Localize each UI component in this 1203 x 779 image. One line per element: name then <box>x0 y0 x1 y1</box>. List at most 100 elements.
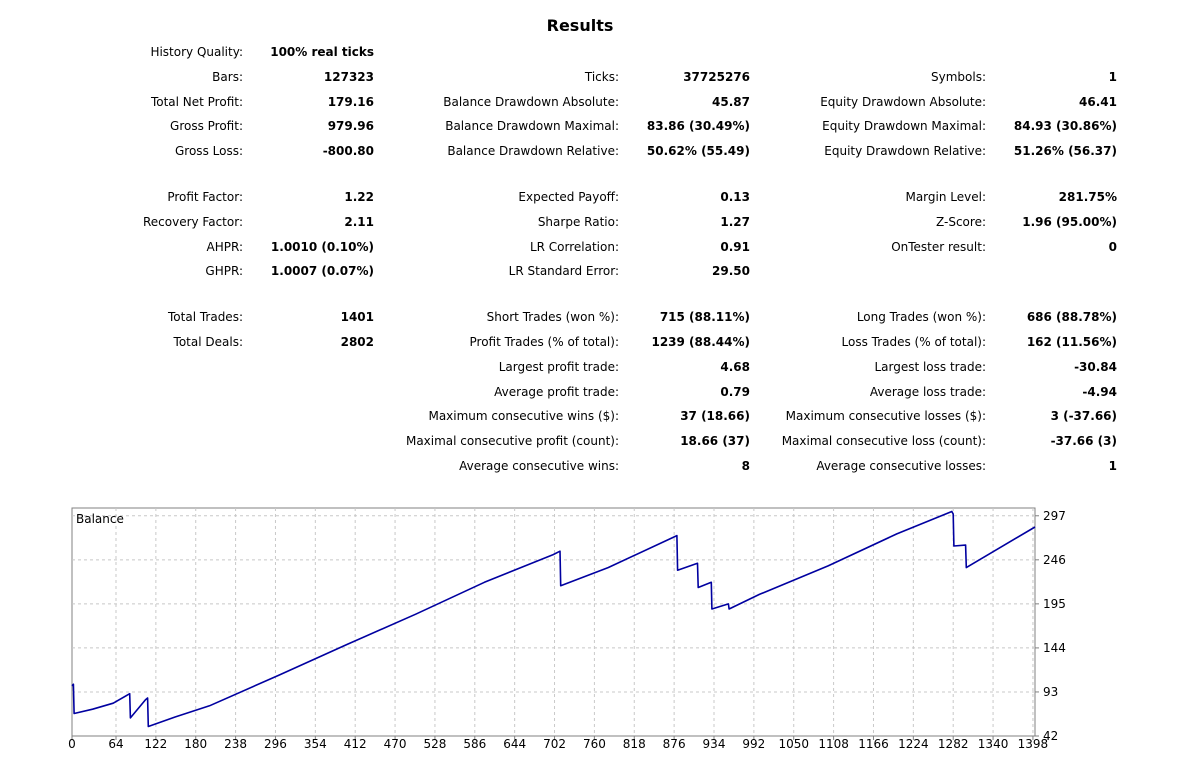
ghpr-label: GHPR: <box>205 264 243 278</box>
total-trades-value: 1401 <box>340 310 374 324</box>
long-trades-label: Long Trades (won %): <box>856 310 986 324</box>
gross-profit-value: 979.96 <box>327 119 374 133</box>
gross-profit-label: Gross Profit: <box>170 119 243 133</box>
total-net-profit-label: Total Net Profit: <box>150 95 243 109</box>
bars-value: 127323 <box>323 70 374 84</box>
x-tick-label: 934 <box>703 737 726 751</box>
y-tick-label: 297 <box>1043 509 1066 523</box>
ontester-result-label: OnTester result: <box>891 240 986 254</box>
z-score-value: 1.96 (95.00%) <box>1022 215 1117 229</box>
max-consecutive-wins-value: 37 (18.66) <box>680 409 750 423</box>
gross-loss-label: Gross Loss: <box>175 144 243 158</box>
balance-series-line <box>71 510 1036 728</box>
long-trades-value: 686 (88.78%) <box>1026 310 1117 324</box>
total-trades-label: Total Trades: <box>168 310 243 324</box>
average-consecutive-losses-value: 1 <box>1108 459 1117 473</box>
x-tick-label: 992 <box>742 737 765 751</box>
x-tick-label: 180 <box>184 737 207 751</box>
x-tick-label: 122 <box>144 737 167 751</box>
equity-drawdown-absolute-label: Equity Drawdown Absolute: <box>820 95 986 109</box>
maximal-consecutive-profit-label: Maximal consecutive profit (count): <box>405 434 619 448</box>
x-tick-label: 64 <box>108 737 123 751</box>
max-consecutive-wins-label: Maximum consecutive wins ($): <box>428 409 619 423</box>
x-tick-label: 702 <box>543 737 566 751</box>
average-consecutive-wins-value: 8 <box>741 459 750 473</box>
margin-level-label: Margin Level: <box>905 190 986 204</box>
lr-standard-error-value: 29.50 <box>712 264 750 278</box>
average-consecutive-losses-label: Average consecutive losses: <box>816 459 986 473</box>
bars-label: Bars: <box>212 70 243 84</box>
x-tick-label: 1224 <box>898 737 929 751</box>
profit-factor-label: Profit Factor: <box>167 190 243 204</box>
x-tick-label: 528 <box>423 737 446 751</box>
history-quality-label: History Quality: <box>150 45 243 59</box>
x-tick-label: 354 <box>304 737 327 751</box>
maximal-consecutive-profit-value: 18.66 (37) <box>680 434 750 448</box>
y-tick-label: 246 <box>1043 553 1066 567</box>
y-tick-label: 42 <box>1043 729 1058 743</box>
margin-level-value: 281.75% <box>1058 190 1117 204</box>
x-tick-label: 818 <box>623 737 646 751</box>
lr-standard-error-label: LR Standard Error: <box>508 264 619 278</box>
equity-drawdown-relative-value: 51.26% (56.37) <box>1013 144 1117 158</box>
chart-grid <box>72 508 1035 736</box>
x-tick-label: 470 <box>384 737 407 751</box>
ontester-result-value: 0 <box>1108 240 1117 254</box>
short-trades-value: 715 (88.11%) <box>659 310 750 324</box>
ticks-label: Ticks: <box>584 70 619 84</box>
x-tick-label: 586 <box>463 737 486 751</box>
sharpe-ratio-label: Sharpe Ratio: <box>537 215 619 229</box>
largest-profit-trade-label: Largest profit trade: <box>498 360 619 374</box>
balance-drawdown-maximal-value: 83.86 (30.49%) <box>646 119 750 133</box>
max-consecutive-losses-label: Maximum consecutive losses ($): <box>785 409 986 423</box>
gross-loss-value: -800.80 <box>322 144 374 158</box>
recovery-factor-value: 2.11 <box>344 215 374 229</box>
lr-correlation-value: 0.91 <box>720 240 750 254</box>
x-tick-label: 760 <box>583 737 606 751</box>
chart-title: Balance <box>76 512 124 526</box>
loss-trades-value: 162 (11.56%) <box>1026 335 1117 349</box>
x-tick-label: 644 <box>503 737 526 751</box>
equity-drawdown-absolute-value: 46.41 <box>1079 95 1117 109</box>
history-quality-value: 100% real ticks <box>270 45 374 59</box>
balance-drawdown-absolute-value: 45.87 <box>712 95 750 109</box>
x-tick-label: 238 <box>224 737 247 751</box>
maximal-consecutive-loss-label: Maximal consecutive loss (count): <box>781 434 986 448</box>
average-loss-trade-label: Average loss trade: <box>869 385 986 399</box>
equity-drawdown-maximal-label: Equity Drawdown Maximal: <box>822 119 986 133</box>
y-tick-label: 144 <box>1043 641 1066 655</box>
recovery-factor-label: Recovery Factor: <box>142 215 243 229</box>
expected-payoff-label: Expected Payoff: <box>518 190 619 204</box>
loss-trades-label: Loss Trades (% of total): <box>841 335 987 349</box>
y-tick-label: 195 <box>1043 597 1066 611</box>
profit-trades-value: 1239 (88.44%) <box>651 335 750 349</box>
average-loss-trade-value: -4.94 <box>1082 385 1117 399</box>
total-deals-label: Total Deals: <box>173 335 243 349</box>
expected-payoff-value: 0.13 <box>720 190 750 204</box>
x-tick-label: 1282 <box>938 737 969 751</box>
total-net-profit-value: 179.16 <box>327 95 374 109</box>
profit-trades-label: Profit Trades (% of total): <box>469 335 619 349</box>
average-profit-trade-value: 0.79 <box>720 385 750 399</box>
total-deals-value: 2802 <box>340 335 374 349</box>
x-tick-label: 412 <box>344 737 367 751</box>
average-consecutive-wins-label: Average consecutive wins: <box>459 459 619 473</box>
z-score-label: Z-Score: <box>936 215 986 229</box>
profit-factor-value: 1.22 <box>344 190 374 204</box>
x-tick-label: 1166 <box>858 737 889 751</box>
x-tick-label: 1108 <box>818 737 849 751</box>
x-tick-label: 1050 <box>778 737 809 751</box>
ahpr-label: AHPR: <box>206 240 243 254</box>
lr-correlation-label: LR Correlation: <box>529 240 619 254</box>
largest-loss-trade-label: Largest loss trade: <box>874 360 986 374</box>
sharpe-ratio-value: 1.27 <box>720 215 750 229</box>
short-trades-label: Short Trades (won %): <box>486 310 619 324</box>
largest-loss-trade-value: -30.84 <box>1074 360 1117 374</box>
ghpr-value: 1.0007 (0.07%) <box>270 264 374 278</box>
chart-frame <box>71 507 1036 737</box>
ahpr-value: 1.0010 (0.10%) <box>270 240 374 254</box>
largest-profit-trade-value: 4.68 <box>720 360 750 374</box>
balance-drawdown-relative-label: Balance Drawdown Relative: <box>447 144 619 158</box>
balance-drawdown-relative-value: 50.62% (55.49) <box>646 144 750 158</box>
